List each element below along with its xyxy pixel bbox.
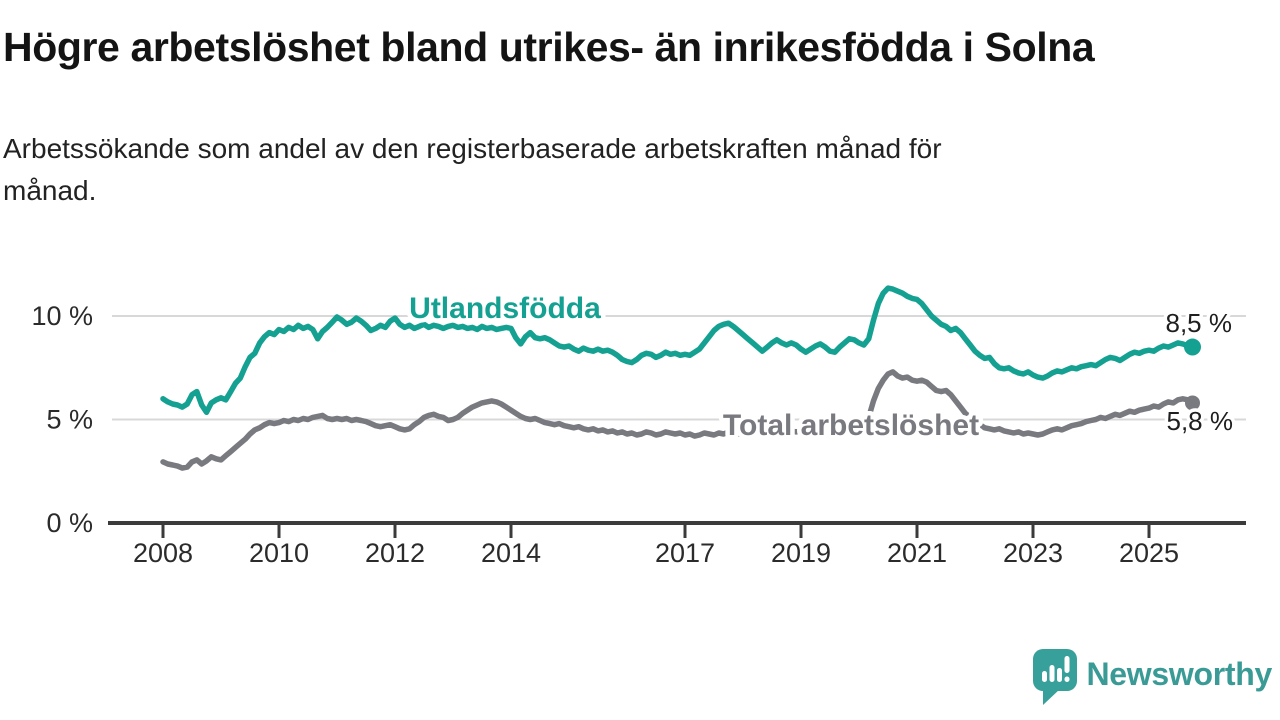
- y-tick-label: 5 %: [46, 405, 93, 435]
- logo-exclamation-dot: [1064, 676, 1069, 682]
- x-tick-label: 2017: [655, 538, 715, 568]
- series-end-value-label: 8,5 %: [1166, 308, 1233, 338]
- chart-subtitle: Arbetssökande som andel av den registerb…: [3, 128, 1203, 212]
- x-tick-label: 2008: [133, 538, 193, 568]
- x-tick-label: 2012: [365, 538, 425, 568]
- newsworthy-logo: Newsworthy: [1032, 648, 1272, 708]
- y-tick-label: 0 %: [46, 508, 93, 538]
- x-tick-label: 2014: [481, 538, 541, 568]
- series-line-total: [160, 369, 1196, 471]
- x-tick-label: 2025: [1119, 538, 1179, 568]
- x-tick-label: 2010: [249, 538, 309, 568]
- logo-bar-medium: [1056, 668, 1062, 682]
- x-tick-label: 2019: [771, 538, 831, 568]
- x-tick-label: 2021: [887, 538, 947, 568]
- x-tick-label: 2023: [1003, 538, 1063, 568]
- logo-exclamation-bar: [1064, 656, 1069, 673]
- series-end-dot: [1184, 338, 1201, 356]
- series-inline-label: Utlandsfödda: [409, 292, 601, 325]
- logo-bar-small: [1041, 671, 1047, 682]
- newsworthy-logo-text: Newsworthy: [1086, 656, 1273, 692]
- y-tick-label: 10 %: [31, 301, 93, 331]
- series-end-value-label: 5,8 %: [1167, 406, 1234, 436]
- series-inline-label: Total arbetslöshet: [723, 409, 979, 442]
- subtitle-line-1: Arbetssökande som andel av den registerb…: [3, 133, 942, 164]
- page-title: Högre arbetslöshet bland utrikes- än inr…: [3, 24, 1095, 70]
- logo-bar-tall: [1049, 665, 1054, 682]
- subtitle-line-2: månad.: [3, 175, 97, 206]
- newsworthy-logo-icon: [1032, 649, 1077, 705]
- series-line-utlandsfodda: [160, 285, 1196, 416]
- series-end-dot: [1185, 395, 1200, 411]
